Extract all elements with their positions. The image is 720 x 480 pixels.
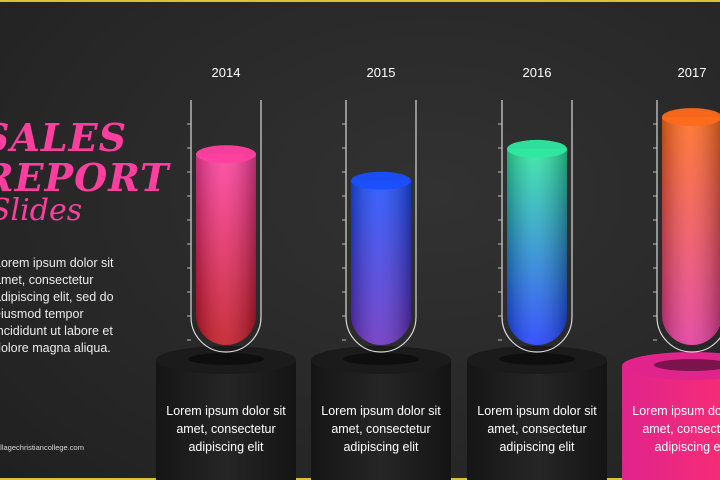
website-footer: allagechristiancollege.com — [0, 443, 84, 452]
category-label-2016: 2016 — [522, 65, 552, 80]
pedestal-2016 — [467, 360, 607, 480]
test-tube-2014 — [190, 100, 262, 353]
test-tube-2017 — [656, 100, 720, 353]
pedestal-top-2017 — [622, 352, 720, 380]
category-label-2014: 2014 — [211, 65, 241, 80]
category-label-2017: 2017 — [677, 65, 707, 80]
description-2015: Lorem ipsum dolor sit amet, consectetur … — [321, 404, 441, 454]
pedestal-2014 — [156, 360, 296, 480]
test-tube-2015 — [345, 100, 417, 353]
pedestal-2015 — [311, 360, 451, 480]
pedestal-top-2016 — [467, 346, 607, 374]
bar-top-2017 — [662, 108, 720, 127]
slide-title: SALES REPORT — [0, 115, 170, 200]
pedestal-2017 — [622, 366, 720, 480]
bar-shade-2017 — [662, 117, 720, 345]
description-2016: Lorem ipsum dolor sit amet, consectetur … — [477, 404, 597, 454]
description-2017: Lorem ipsum dolor sit amet, consectetur … — [632, 404, 720, 454]
bar-shade-2015 — [351, 180, 411, 345]
tube-shadow-2017 — [654, 359, 720, 371]
tube-shadow-2016 — [499, 353, 575, 365]
test-tube-2016 — [501, 100, 573, 353]
bar-top-2014 — [196, 145, 256, 164]
category-label-2015: 2015 — [366, 65, 396, 80]
bar-top-2016 — [507, 139, 567, 158]
pedestal-top-2014 — [156, 346, 296, 374]
bar-top-2015 — [351, 171, 411, 190]
slide-body-text: Lorem ipsum dolor sit amet, consectetur … — [0, 256, 114, 355]
pedestal-top-2015 — [311, 346, 451, 374]
bar-shade-2016 — [507, 148, 567, 345]
description-2014: Lorem ipsum dolor sit amet, consectetur … — [166, 404, 286, 454]
bar-shade-2014 — [196, 154, 256, 345]
tube-shadow-2014 — [188, 353, 264, 365]
tube-shadow-2015 — [343, 353, 419, 365]
slide-subtitle: Slides — [0, 193, 83, 228]
